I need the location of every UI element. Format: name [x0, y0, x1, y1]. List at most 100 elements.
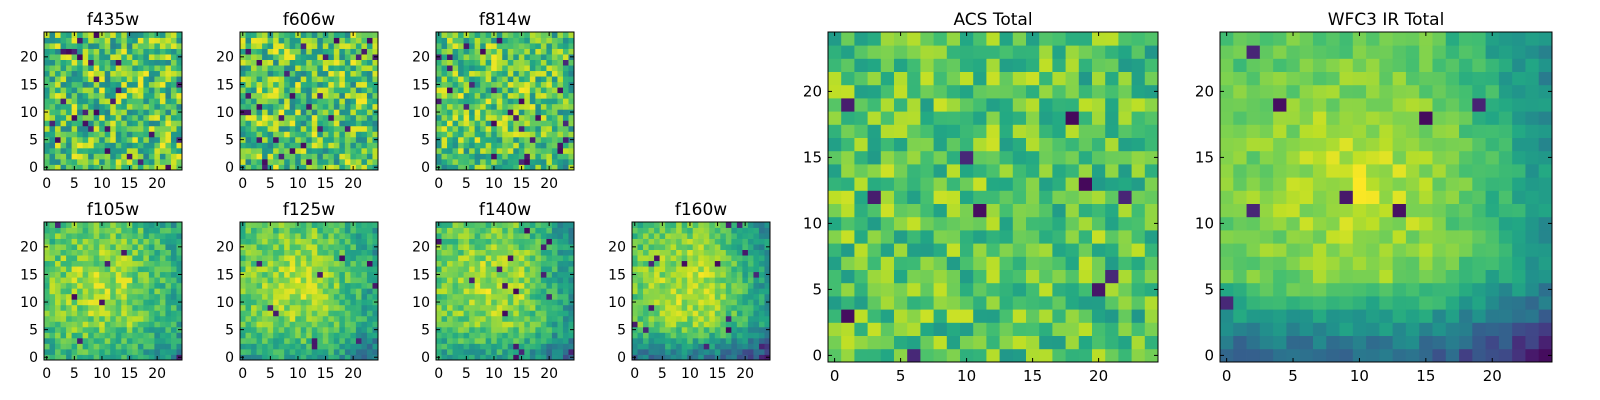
heatmap-cell	[273, 310, 280, 317]
axes-frame	[435, 31, 575, 171]
heatmap-cell	[350, 65, 357, 72]
heatmap-cell	[540, 153, 547, 160]
heatmap-cell	[240, 158, 246, 165]
heatmap-cell	[441, 337, 448, 344]
heatmap-cell	[115, 65, 122, 72]
heatmap-cell	[698, 332, 705, 339]
heatmap-cell	[366, 120, 373, 127]
heatmap-cell	[148, 227, 155, 234]
heatmap-cell	[245, 227, 252, 234]
heatmap-cell	[143, 81, 150, 88]
heatmap-cell	[480, 288, 487, 295]
heatmap-cell	[524, 233, 531, 239]
heatmap-cell	[529, 81, 536, 88]
heatmap-cell	[284, 282, 291, 289]
heatmap-cell	[637, 271, 644, 278]
heatmap-cell	[328, 326, 335, 333]
heatmap-cell	[289, 158, 296, 165]
heatmap-cell	[764, 238, 771, 245]
heatmap-cell	[93, 43, 100, 49]
heatmap-cell	[289, 255, 296, 262]
heatmap-cell	[469, 233, 476, 239]
heatmap-cell	[55, 87, 61, 94]
heatmap-cell	[513, 315, 520, 322]
heatmap-cell	[361, 120, 368, 127]
heatmap-cell	[540, 59, 547, 66]
heatmap-cell	[659, 304, 666, 311]
heatmap-cell	[245, 65, 252, 72]
heatmap-cell	[350, 103, 357, 110]
heatmap-cell	[676, 310, 683, 317]
heatmap-cell	[333, 65, 340, 72]
heatmap-cell	[709, 277, 716, 284]
heatmap-cell	[333, 136, 340, 143]
heatmap-cell	[60, 65, 67, 72]
heatmap-cell	[654, 315, 660, 322]
heatmap-cell	[535, 59, 542, 66]
heatmap-cell	[71, 282, 78, 289]
heatmap-cell	[1131, 296, 1146, 310]
heatmap-cell	[524, 142, 531, 149]
heatmap-cell	[311, 233, 318, 239]
heatmap-cell	[441, 43, 448, 49]
heatmap-cell	[99, 244, 106, 250]
heatmap-cell	[176, 153, 183, 160]
heatmap-cell	[524, 147, 531, 154]
heatmap-cell	[999, 230, 1014, 244]
heatmap-cell	[529, 343, 536, 350]
heatmap-cell	[99, 271, 106, 278]
heatmap-cell	[273, 87, 280, 94]
heatmap-cell	[300, 288, 307, 295]
heatmap-cell	[251, 32, 257, 38]
heatmap-cell	[551, 65, 558, 72]
x-tick-label: 15	[317, 176, 335, 192]
heatmap-cell	[557, 277, 564, 284]
heatmap-cell	[278, 65, 285, 72]
heatmap-cell	[165, 114, 172, 121]
heatmap-cell	[361, 54, 368, 60]
heatmap-cell	[60, 32, 67, 38]
heatmap-cell	[240, 321, 246, 328]
heatmap-cell	[458, 81, 464, 88]
heatmap-cell	[447, 337, 453, 344]
heatmap-cell	[469, 277, 476, 284]
heatmap-cell	[703, 337, 710, 344]
heatmap-cell	[551, 92, 558, 99]
heatmap-cell	[154, 81, 161, 88]
heatmap-cell	[256, 354, 263, 361]
heatmap-cell	[557, 343, 564, 350]
heatmap-cell	[300, 337, 307, 344]
heatmap-cell	[115, 277, 122, 284]
heatmap-cell	[441, 48, 448, 55]
heatmap-cell	[350, 43, 357, 49]
heatmap-cell	[524, 227, 531, 234]
heatmap-cell	[366, 37, 373, 44]
heatmap-cell	[245, 43, 252, 49]
heatmap-cell	[692, 227, 699, 234]
heatmap-cell	[328, 348, 335, 355]
heatmap-cell	[328, 315, 335, 322]
heatmap-cell	[529, 326, 536, 333]
y-tick-label: 20	[216, 50, 234, 66]
heatmap-cell	[507, 310, 514, 317]
heatmap-cell	[507, 98, 514, 105]
heatmap-cell	[49, 136, 56, 143]
heatmap-cell	[709, 332, 716, 339]
heatmap-cell	[126, 326, 133, 333]
heatmap-cell	[339, 142, 346, 149]
heatmap-cell	[322, 277, 329, 284]
heatmap-cell	[143, 238, 150, 245]
heatmap-cell	[267, 43, 274, 49]
heatmap-cell	[452, 114, 459, 121]
heatmap-cell	[643, 315, 649, 322]
heatmap-cell	[436, 266, 442, 273]
heatmap-cell	[350, 37, 357, 44]
heatmap-cell	[300, 76, 307, 83]
heatmap-cell	[960, 256, 974, 270]
heatmap-cell	[267, 233, 274, 239]
heatmap-cell	[311, 321, 318, 328]
heatmap-cell	[284, 70, 291, 77]
heatmap-cell	[99, 238, 106, 245]
heatmap-cell	[551, 304, 558, 311]
